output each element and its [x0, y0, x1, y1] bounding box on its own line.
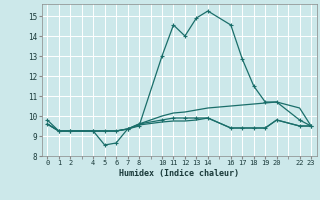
X-axis label: Humidex (Indice chaleur): Humidex (Indice chaleur)	[119, 169, 239, 178]
